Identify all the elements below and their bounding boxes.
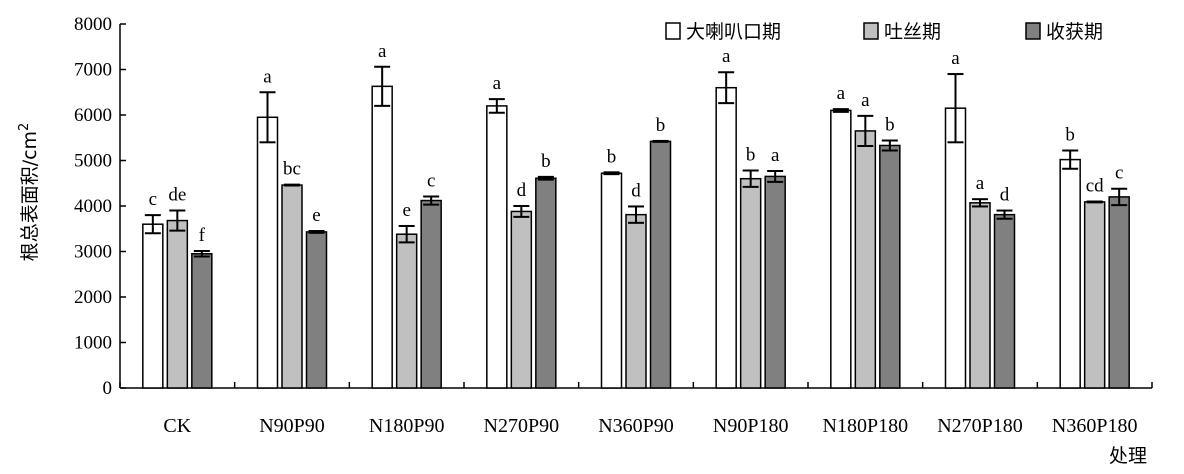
significance-letter: b: [885, 114, 895, 135]
bar: [1059, 158, 1081, 389]
legend-label: 收获期: [1046, 21, 1103, 43]
significance-letter: cd: [1086, 175, 1104, 196]
x-category-label: N90P90: [259, 415, 325, 437]
bar: [256, 116, 279, 389]
legend: 大喇叭口期 吐丝期 收获期: [665, 21, 1103, 43]
bar: [142, 223, 164, 389]
bar: [649, 140, 672, 389]
bar: [715, 86, 737, 389]
legend-label: 吐丝期: [884, 21, 941, 43]
bar: [854, 130, 877, 389]
bar: [1083, 201, 1106, 389]
significance-letter: a: [861, 90, 870, 111]
bar: [281, 184, 303, 389]
significance-letter: bc: [283, 159, 301, 180]
bar: [944, 107, 967, 389]
y-tick-label: 6000: [74, 105, 112, 126]
x-category-label: N180P180: [823, 415, 909, 437]
significance-letter: c: [1115, 163, 1123, 184]
x-axis: CK N90P90 N180P90 N270P90 N360P90 N90P180 N180…: [119, 382, 1153, 437]
significance-letter: e: [402, 200, 410, 221]
significance-letter: de: [168, 185, 186, 206]
significance-letter: c: [149, 189, 157, 210]
significance-letter: a: [263, 66, 272, 87]
x-category-label: N180P90: [369, 415, 445, 437]
significance-letter: a: [771, 145, 780, 166]
significance-letter: b: [607, 146, 617, 167]
significance-letter: b: [656, 115, 666, 136]
legend-swatch: [863, 22, 879, 40]
bar: [993, 213, 1016, 389]
error-bar-group: [144, 65, 1128, 258]
significance-letter: d: [1000, 185, 1010, 206]
bar: [879, 144, 901, 389]
significance-letter: a: [378, 41, 387, 62]
x-category-label: N360P180: [1052, 415, 1138, 437]
y-axis: 0 1000 2000 3000 4000 5000 6000 7000 8000: [74, 14, 126, 399]
significance-letter: c: [427, 170, 435, 191]
y-tick-label: 4000: [74, 196, 112, 217]
y-tick-label: 7000: [74, 60, 112, 81]
significance-letter: d: [631, 180, 641, 201]
significance-letter: a: [951, 48, 960, 69]
bar: [969, 202, 991, 389]
legend-swatch: [665, 22, 681, 40]
bar: [830, 109, 852, 389]
bar: [395, 233, 418, 389]
bar: [764, 175, 786, 389]
bar: [420, 199, 442, 389]
x-category-label: N360P90: [598, 415, 674, 437]
significance-letter: a: [837, 83, 846, 104]
bar: [371, 85, 393, 389]
y-axis-title: 根总表面积/cm2: [17, 123, 41, 262]
y-tick-label: 5000: [74, 151, 112, 172]
x-category-label: N90P180: [713, 415, 789, 437]
bar: [1108, 196, 1130, 389]
bar: [305, 231, 328, 389]
bar: [739, 177, 762, 389]
bar: [510, 210, 533, 389]
bar: [600, 172, 623, 389]
x-axis-title: 处理: [1109, 445, 1147, 467]
y-tick-label: 3000: [74, 242, 112, 263]
bar: [625, 213, 647, 389]
significance-letter: a: [493, 73, 502, 94]
y-tick-label: 1000: [74, 333, 112, 354]
significance-letter: e: [312, 205, 320, 226]
significance-letter: f: [199, 225, 206, 246]
bar-series-group: [142, 85, 1130, 389]
x-category-label: N270P180: [937, 415, 1023, 437]
y-tick-label: 8000: [74, 14, 112, 35]
bar: [191, 253, 213, 389]
significance-letter: a: [722, 46, 731, 67]
significance-letter: d: [517, 180, 527, 201]
bar: [166, 219, 189, 389]
legend-label: 大喇叭口期: [686, 21, 781, 43]
x-category-label: CK: [163, 415, 191, 437]
significance-letter: b: [541, 151, 551, 172]
bar: [535, 177, 557, 389]
significance-letter: b: [746, 145, 756, 166]
bar: [486, 105, 508, 389]
y-tick-label: 0: [103, 378, 113, 399]
x-category-label: N270P90: [484, 415, 560, 437]
y-tick-label: 2000: [74, 287, 112, 308]
legend-swatch: [1025, 22, 1041, 40]
significance-letter: b: [1065, 124, 1075, 145]
significance-letter: a: [976, 173, 985, 194]
